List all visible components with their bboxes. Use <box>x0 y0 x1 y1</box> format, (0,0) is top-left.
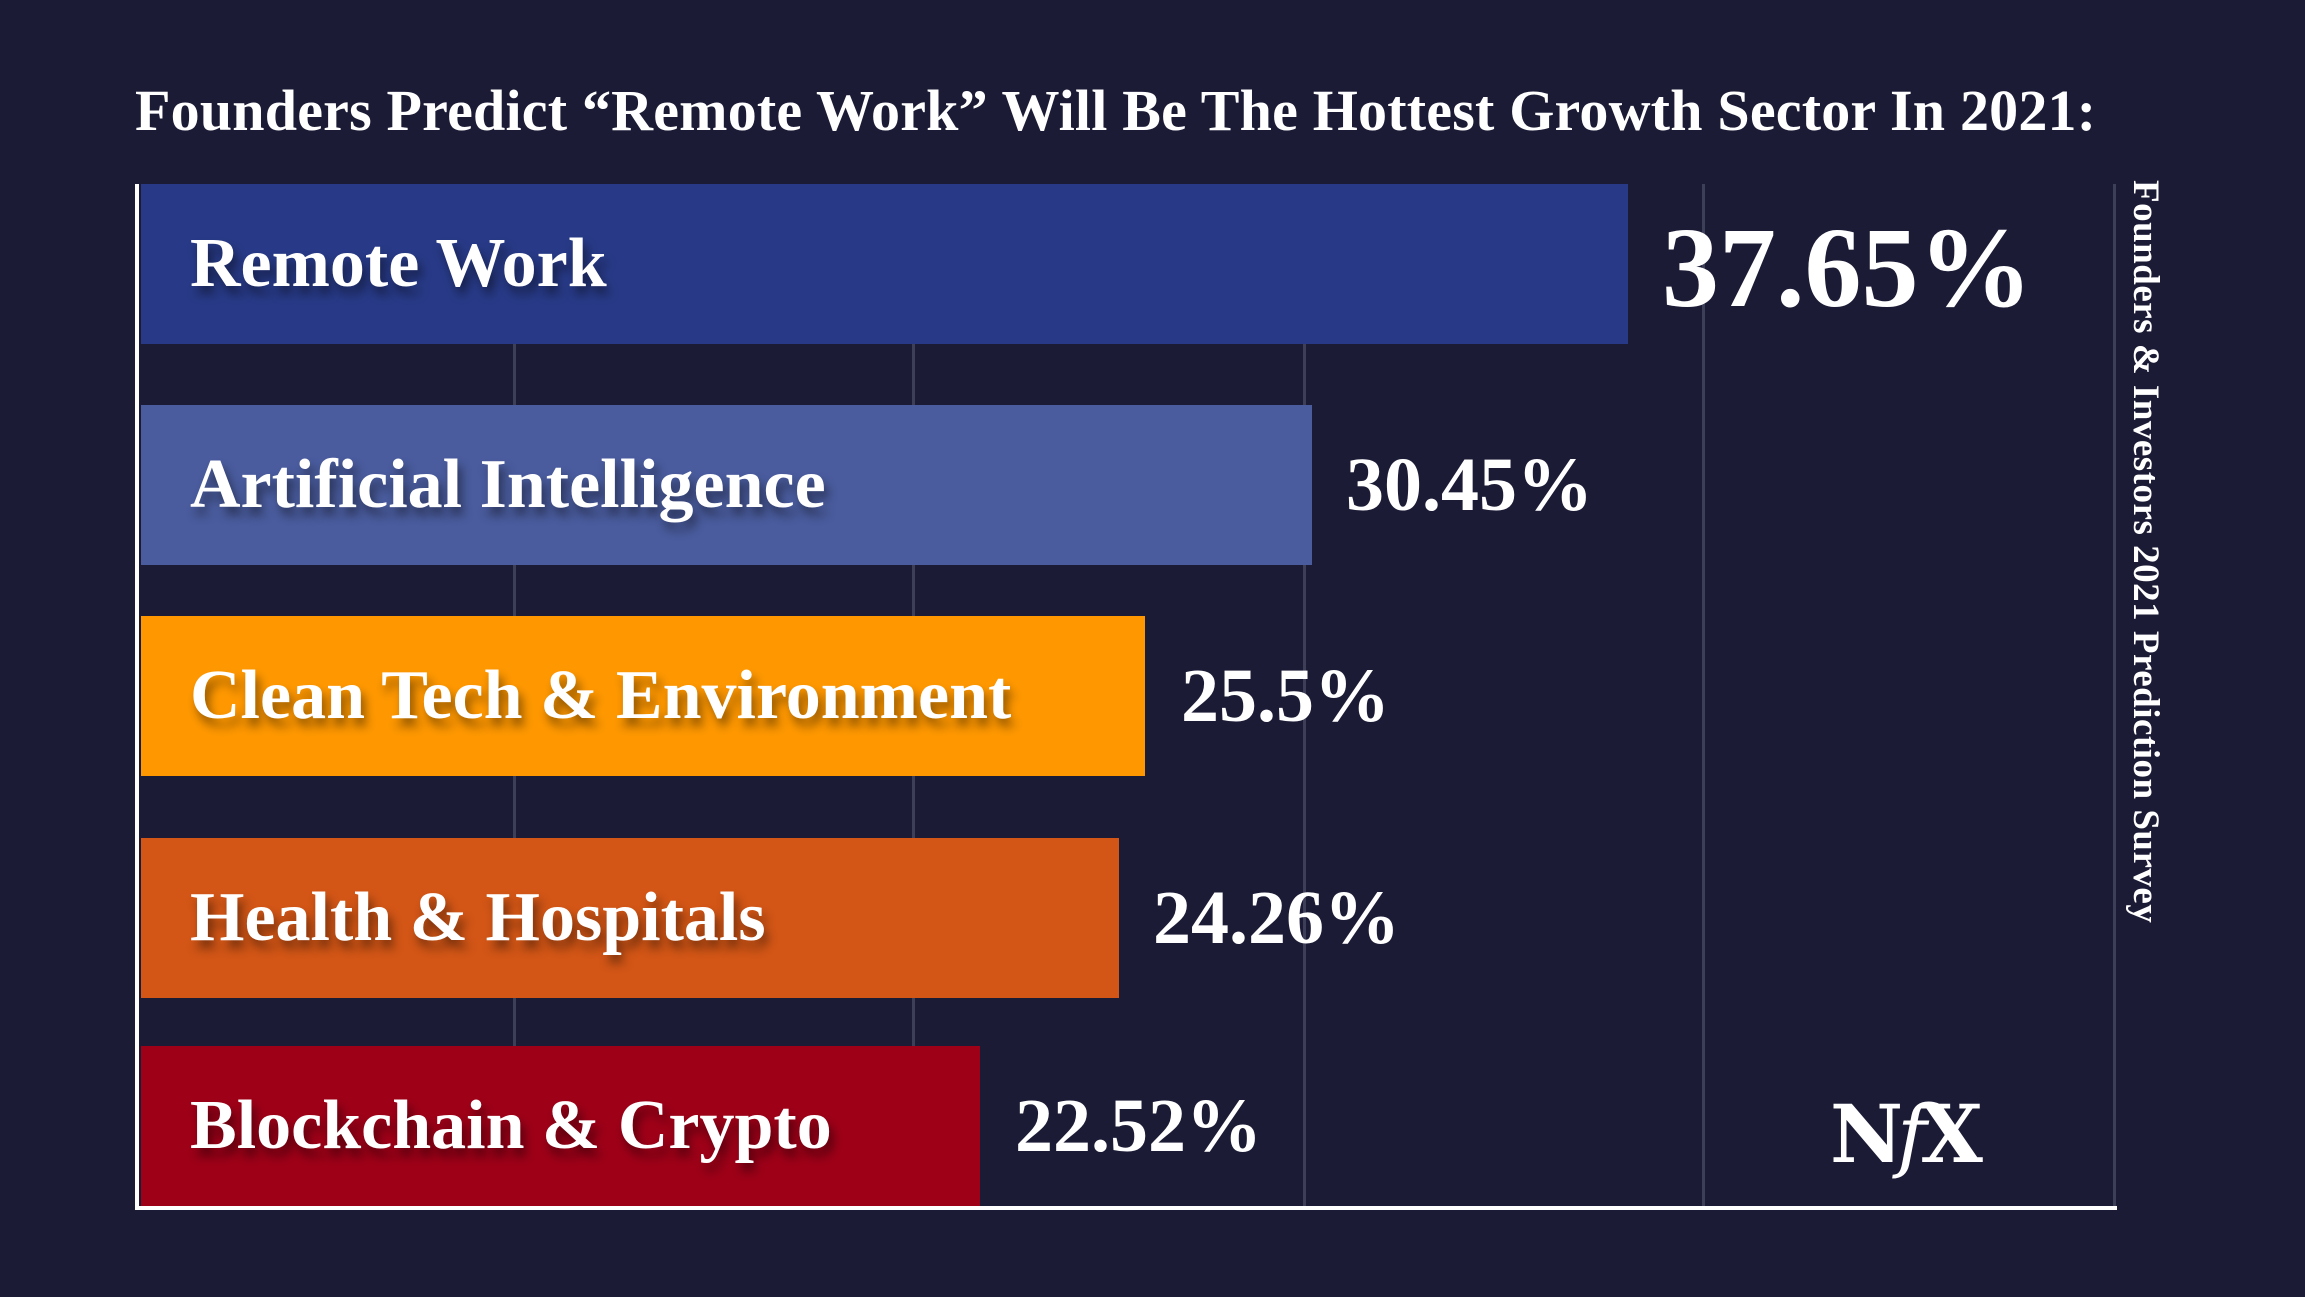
gridline-right <box>2113 184 2116 1207</box>
chart-title: Founders Predict “Remote Work” Will Be T… <box>135 78 2097 143</box>
bar-clean-tech: Clean Tech & Environment <box>141 616 1145 776</box>
bar-label: Remote Work <box>190 225 607 302</box>
value-label: 37.65% <box>1662 204 2033 331</box>
bar-remote-work: Remote Work <box>141 184 1628 344</box>
logo-letter-n: N <box>1830 1087 1904 1181</box>
gridline <box>1303 184 1306 1207</box>
gridline <box>1702 184 1705 1207</box>
bar-label: Clean Tech & Environment <box>190 657 1012 734</box>
value-label: 25.5% <box>1181 653 1390 738</box>
y-axis-line <box>135 184 139 1210</box>
logo-letter-f: f <box>1897 1088 1927 1181</box>
bar-health: Health & Hospitals <box>141 838 1119 998</box>
bar-label: Health & Hospitals <box>190 879 766 956</box>
bar-label: Blockchain & Crypto <box>190 1087 832 1164</box>
survey-source-note: Founders & Investors 2021 Prediction Sur… <box>2125 180 2166 924</box>
value-label: 30.45% <box>1346 442 1593 527</box>
bar-artificial-intelligence: Artificial Intelligence <box>141 405 1312 565</box>
value-label: 22.52% <box>1015 1083 1262 1168</box>
value-label: 24.26% <box>1153 875 1400 960</box>
bar-blockchain: Blockchain & Crypto <box>141 1046 980 1206</box>
bar-label: Artificial Intelligence <box>190 446 826 523</box>
x-axis-line <box>135 1206 2117 1210</box>
logo-letter-x: X <box>1920 1087 1983 1181</box>
nfx-logo: NfX <box>1830 1086 1983 1183</box>
